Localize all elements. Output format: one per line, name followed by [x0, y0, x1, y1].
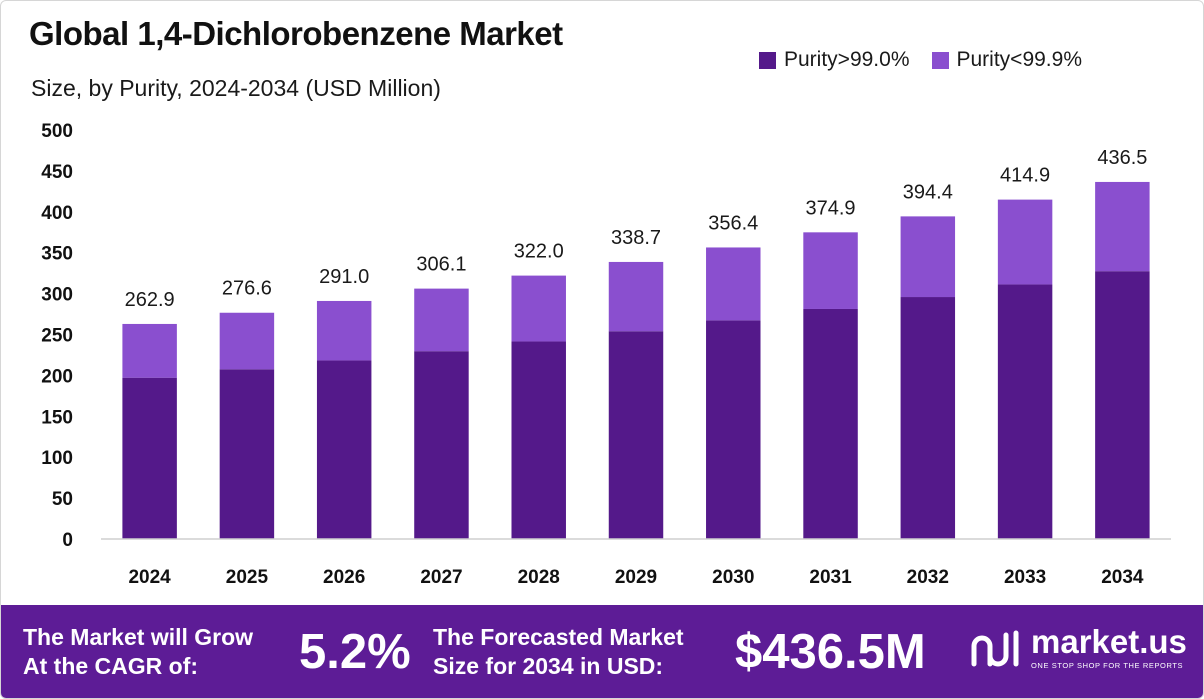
- total-data-label: 374.9: [806, 197, 856, 219]
- total-data-label: 306.1: [416, 254, 466, 276]
- data-labels: 262.9 276.6 291.0 306.1 322.0 338.7 356.4 374.9…: [125, 147, 1148, 311]
- bar-segment-purity-low: [997, 199, 1053, 285]
- bar-segment-purity-high: [900, 297, 956, 539]
- y-tick-label: 150: [41, 407, 73, 428]
- total-data-label: 436.5: [1097, 147, 1147, 169]
- brand-logo: market.us ONE STOP SHOP FOR THE REPORTS: [969, 625, 1187, 670]
- x-axis: 2024 2025 2026 2027 2028 2029 2030 2031 2032 2033…: [128, 567, 1143, 588]
- bar-segment-purity-low: [608, 261, 664, 332]
- bar-segment-purity-high: [803, 308, 858, 539]
- bar-segment-purity-high: [414, 351, 469, 539]
- bar-segment-purity-high: [122, 377, 177, 539]
- bar-segment-purity-low: [414, 288, 469, 352]
- bar-segment-purity-low: [511, 275, 566, 342]
- market-us-logo-icon: [971, 630, 1019, 666]
- x-tick-label: 2030: [712, 567, 754, 588]
- x-tick-label: 2034: [1101, 567, 1144, 588]
- bar-segment-purity-low: [122, 323, 177, 378]
- y-tick-label: 50: [52, 489, 73, 510]
- y-axis: 0 50 100 150 200 250 300 350 400 450 500: [41, 121, 73, 551]
- legend-item-purity-high: Purity>99.0%: [759, 48, 910, 72]
- bar-segment-purity-low: [316, 300, 372, 361]
- bars: [122, 181, 1150, 539]
- footer-banner: The Market will Grow At the CAGR of: 5.2…: [1, 605, 1203, 698]
- bar-segment-purity-high: [608, 331, 664, 539]
- cagr-text: The Market will Grow At the CAGR of:: [23, 623, 253, 681]
- x-tick-label: 2026: [323, 567, 365, 588]
- bar-segment-purity-high: [511, 341, 566, 539]
- y-tick-label: 300: [41, 285, 73, 306]
- y-tick-label: 500: [41, 121, 73, 142]
- x-tick-label: 2027: [420, 567, 462, 588]
- x-tick-label: 2032: [907, 567, 949, 588]
- y-tick-label: 200: [41, 366, 73, 387]
- bar-segment-purity-high: [706, 320, 761, 539]
- bar-segment-purity-low: [1095, 181, 1150, 272]
- forecast-value: $436.5M: [735, 625, 926, 679]
- total-data-label: 291.0: [319, 266, 369, 288]
- bar-segment-purity-low: [803, 232, 858, 309]
- brand-name: market.us: [1031, 623, 1187, 660]
- bar-segment-purity-low: [900, 216, 956, 298]
- legend-label-purity-high: Purity>99.0%: [784, 48, 910, 71]
- total-data-label: 262.9: [125, 289, 175, 311]
- y-tick-label: 100: [41, 448, 73, 469]
- y-tick-label: 400: [41, 203, 73, 224]
- y-tick-label: 250: [41, 326, 73, 347]
- legend-swatch-purity-low: [931, 51, 949, 69]
- total-data-label: 276.6: [222, 278, 272, 300]
- brand-tagline: ONE STOP SHOP FOR THE REPORTS: [1031, 661, 1184, 670]
- cagr-line-2: At the CAGR of:: [23, 653, 199, 679]
- bar-segment-purity-low: [706, 247, 761, 321]
- bar-segment-purity-high: [316, 360, 372, 539]
- total-data-label: 414.9: [1000, 165, 1050, 187]
- y-tick-label: 450: [41, 162, 73, 183]
- total-data-label: 322.0: [514, 241, 564, 263]
- x-tick-label: 2029: [615, 567, 657, 588]
- y-tick-label: 0: [62, 530, 73, 551]
- total-data-label: 356.4: [708, 212, 758, 234]
- chart-legend: Purity>99.0% Purity<99.9%: [759, 48, 1082, 72]
- x-tick-label: 2033: [1004, 567, 1046, 588]
- cagr-line-1: The Market will Grow: [23, 624, 254, 650]
- forecast-text: The Forecasted Market Size for 2034 in U…: [433, 623, 684, 681]
- chart-subtitle: Size, by Purity, 2024-2034 (USD Million): [31, 75, 441, 101]
- x-tick-label: 2025: [226, 567, 269, 588]
- bar-segment-purity-high: [1095, 271, 1150, 539]
- brand-text: market.us ONE STOP SHOP FOR THE REPORTS: [1031, 623, 1187, 671]
- bar-segment-purity-high: [219, 369, 275, 539]
- x-tick-label: 2024: [128, 567, 171, 588]
- total-data-label: 394.4: [903, 181, 953, 203]
- bar-segment-purity-high: [997, 284, 1053, 539]
- total-data-label: 338.7: [611, 227, 661, 249]
- legend-item-purity-low: Purity<99.9%: [931, 48, 1083, 72]
- forecast-line-1: The Forecasted Market: [433, 624, 684, 650]
- legend-swatch-purity-high: [759, 51, 776, 69]
- x-tick-label: 2028: [518, 567, 560, 588]
- forecast-line-2: Size for 2034 in USD:: [433, 653, 664, 679]
- y-tick-label: 350: [41, 244, 73, 265]
- cagr-value: 5.2%: [299, 625, 411, 679]
- chart-title: Global 1,4-Dichlorobenzene Market: [29, 15, 563, 52]
- bar-segment-purity-low: [219, 312, 275, 370]
- x-tick-label: 2031: [809, 567, 852, 588]
- legend-label-purity-low: Purity<99.9%: [956, 48, 1083, 71]
